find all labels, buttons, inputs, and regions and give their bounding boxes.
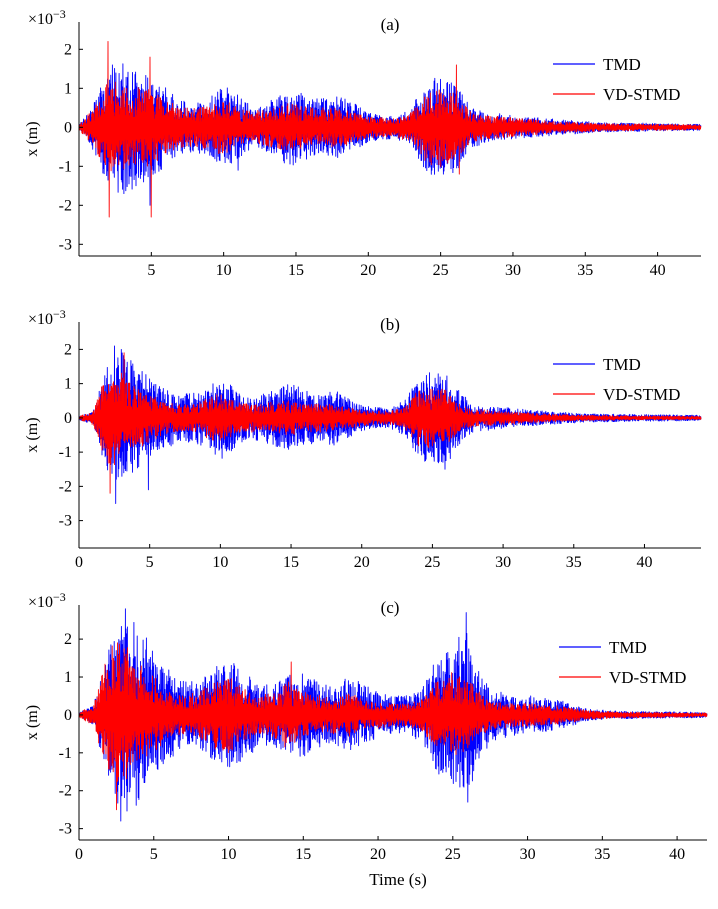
panel-a-x-tick-label: 35: [577, 262, 593, 279]
panel-b-series-vd-stmd-line: [78, 352, 702, 494]
panel-a-y-tick-label: -2: [59, 197, 72, 214]
panel-b-x-tick-label: 40: [636, 554, 652, 571]
panel-c-y-tick-label: -2: [59, 783, 72, 800]
panel-c-axis-exponent-power: −3: [53, 590, 66, 604]
panel-a-y-tick-label: 2: [64, 41, 72, 58]
panel-b-y-tick-label: 0: [64, 410, 72, 427]
panel-a-axis-exponent-power: −3: [53, 7, 66, 21]
panel-a-x-tick-label: 10: [216, 262, 232, 279]
panel-b-y-tick-label: 2: [64, 341, 72, 358]
panel-a-y-tick-label: -1: [59, 158, 72, 175]
panel-a-y-tick-label: 0: [64, 119, 72, 136]
panel-c-x-tick-label: 15: [295, 846, 311, 863]
panel-c-legend-label-tmd: TMD: [609, 638, 647, 657]
panel-b-y-tick-label: -3: [59, 513, 72, 530]
panel-a-legend-label-tmd: TMD: [603, 55, 641, 74]
panel-b-chart: 0 5 10 15 20 25 30 35 40 -3 -2 -1 0 1 2 ×10−3 x (m) (b) TM…: [24, 307, 702, 571]
panel-c-axis-exponent: ×10−3: [28, 590, 66, 611]
panel-a-legend-label-vd-stmd: VD-STMD: [603, 85, 680, 104]
panel-c-y-tick-label: 2: [64, 631, 72, 648]
panel-b-x-tick-label: 10: [212, 554, 228, 571]
panel-c-series-vd-stmd-line: [78, 642, 708, 811]
panel-b-legend-label-tmd: TMD: [603, 355, 641, 374]
panel-b-y-axis-label: x (m): [24, 417, 41, 452]
panel-c-y-tick-label: -1: [59, 745, 72, 762]
panel-b-axis-exponent: ×10−3: [28, 307, 66, 328]
panel-a-chart: 5 10 15 20 25 30 35 40 -3 -2 -1 0 1 2 ×10−3 x (m) (a) TMD…: [24, 7, 702, 279]
panel-b-axis-exponent-power: −3: [53, 307, 66, 321]
panel-c-x-tick-label: 5: [150, 846, 158, 863]
panel-b-x-tick-label: 35: [566, 554, 582, 571]
panel-c-legend-label-vd-stmd: VD-STMD: [609, 668, 686, 687]
panel-a-x-tick-label: 40: [650, 262, 666, 279]
panel-c-x-tick-label: 20: [370, 846, 386, 863]
panel-b-x-tick-label: 0: [75, 554, 83, 571]
panel-a-y-tick-label: -3: [59, 236, 72, 253]
panel-a-x-tick-label: 15: [288, 262, 304, 279]
panel-b-y-tick-label: -1: [59, 444, 72, 461]
panel-b-label: (b): [380, 315, 400, 334]
panel-c-y-tick-label: 0: [64, 707, 72, 724]
panel-c-label: (c): [381, 598, 400, 617]
panel-a-x-tick-label: 25: [433, 262, 449, 279]
panel-a-x-tick-label: 20: [360, 262, 376, 279]
panel-b-y-tick-label: -2: [59, 478, 72, 495]
panel-b-x-tick-label: 25: [424, 554, 440, 571]
panel-b-x-tick-label: 30: [495, 554, 511, 571]
panel-c-x-tick-label: 30: [520, 846, 536, 863]
panel-c-x-axis-label: Time (s): [369, 870, 426, 889]
panel-a-label: (a): [381, 15, 400, 34]
panel-c-y-tick-label: -3: [59, 821, 72, 838]
panel-b-legend-label-vd-stmd: VD-STMD: [603, 385, 680, 404]
panel-c-x-tick-label: 25: [445, 846, 461, 863]
panel-c-chart: 0 5 10 15 20 25 30 35 40 -3 -2 -1 0 1 2 ×10−3 x (m) (c) Ti…: [24, 590, 708, 889]
panel-a-x-tick-label: 5: [147, 262, 155, 279]
panel-b-x-tick-label: 15: [283, 554, 299, 571]
panel-c-x-tick-label: 0: [75, 846, 83, 863]
panel-c-x-tick-label: 40: [669, 846, 685, 863]
panel-b-y-tick-label: 1: [64, 376, 72, 393]
panel-c-y-axis-label: x (m): [24, 705, 41, 740]
panel-a-axis-exponent: ×10−3: [28, 7, 66, 28]
panel-b-x-tick-label: 20: [354, 554, 370, 571]
panel-b-x-tick-label: 5: [146, 554, 154, 571]
panel-c-y-tick-label: 1: [64, 669, 72, 686]
panel-a-y-axis-label: x (m): [24, 121, 41, 156]
panel-a-x-tick-label: 30: [505, 262, 521, 279]
panel-a-series-vd-stmd-line: [78, 41, 702, 218]
panel-a-y-tick-label: 1: [64, 80, 72, 97]
panel-c-x-tick-label: 10: [221, 846, 237, 863]
panel-c-x-tick-label: 35: [594, 846, 610, 863]
